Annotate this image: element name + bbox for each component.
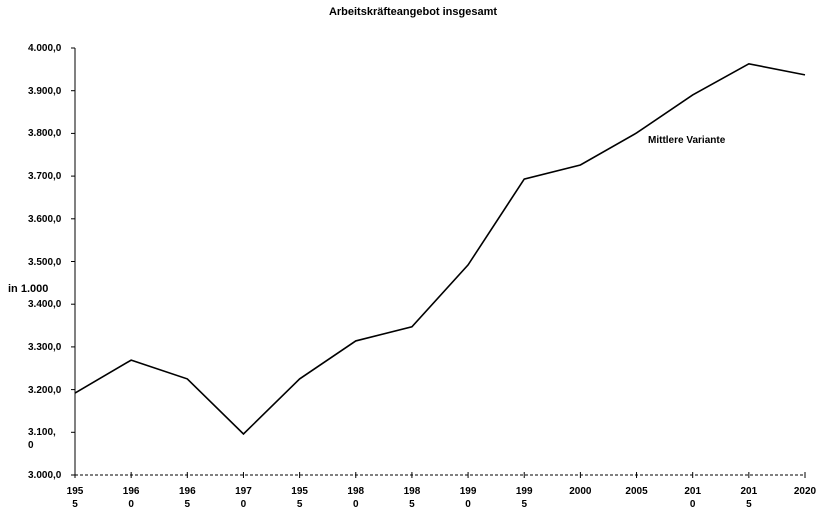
x-tick-label: 2020 xyxy=(793,486,817,497)
y-tick-label: 4.000,0 xyxy=(28,43,62,54)
y-tick-label: 3.500,0 xyxy=(28,256,62,268)
y-tick-label: 3.600,0 xyxy=(28,213,62,225)
chart-title: Arbeitskräfteangebot insgesamt xyxy=(328,6,498,18)
y-axis-label: in 1.000 xyxy=(8,283,49,295)
x-tick-label: 196 5 xyxy=(178,486,196,510)
y-tick-label: 3.200,0 xyxy=(28,384,62,396)
y-tick-label: 3.700,0 xyxy=(28,171,62,183)
x-tick-label: 198 0 xyxy=(347,486,365,510)
y-tick-label: 3.400,0 xyxy=(28,299,62,311)
line xyxy=(74,62,806,436)
y-tick-label: 3.100, 0 xyxy=(28,427,56,452)
x-tick-label: 201 0 xyxy=(684,486,702,510)
annotation: Mittlere Variante xyxy=(648,135,726,146)
x-tick-label: 201 5 xyxy=(740,486,758,510)
x-tick-label: 199 5 xyxy=(515,486,533,510)
y-tick-label: 3.000,0 xyxy=(28,470,62,481)
x-tick-label: 195 5 xyxy=(66,486,84,510)
x-tick-label: 198 5 xyxy=(403,486,421,510)
x-tick-label: 2000 xyxy=(569,486,592,497)
y-tick-label: 3.800,0 xyxy=(28,128,62,140)
x-tick-label: 197 0 xyxy=(235,486,252,510)
x-tick-label: 2005 xyxy=(625,486,648,497)
y-tick-label: 3.900,0 xyxy=(28,85,62,97)
x-tick-label: 196 0 xyxy=(122,486,140,510)
x-tick-label: 199 0 xyxy=(459,486,477,510)
y-tick-label: 3.300,0 xyxy=(28,341,62,353)
x-tick-label: 195 5 xyxy=(291,486,308,510)
